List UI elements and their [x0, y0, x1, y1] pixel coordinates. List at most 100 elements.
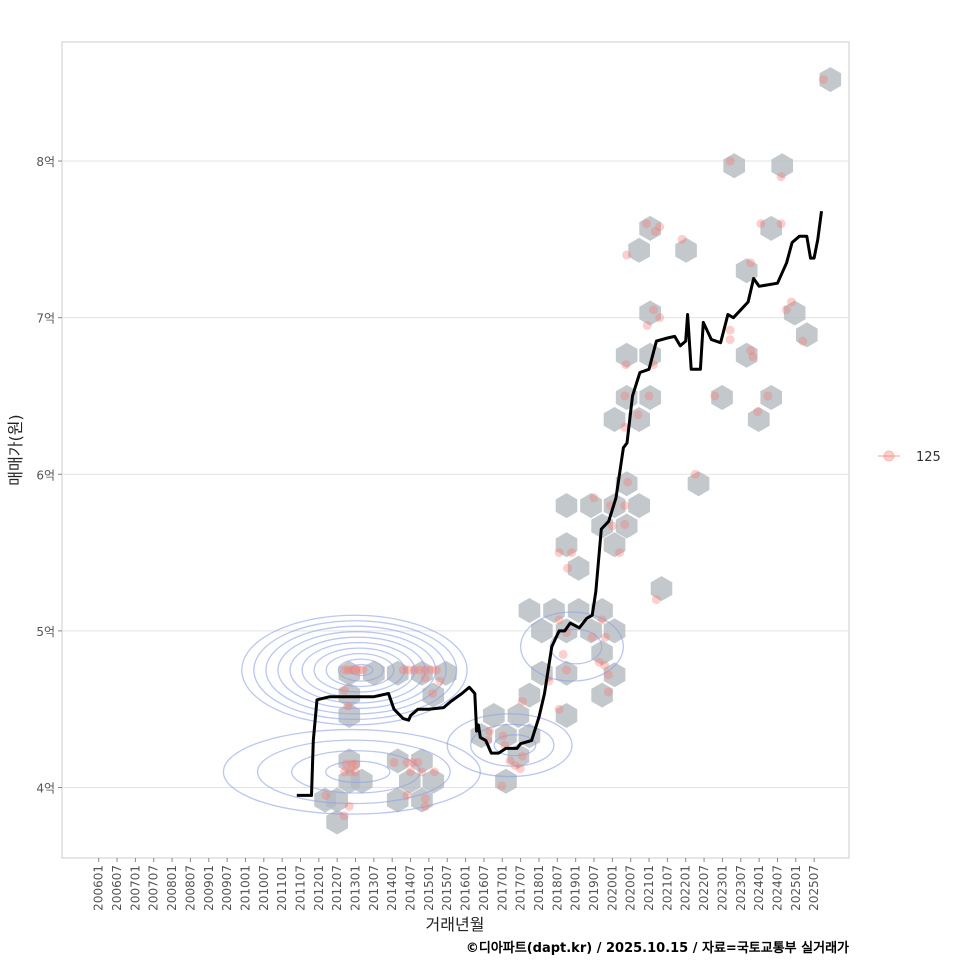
- hexbin: [628, 493, 650, 519]
- data-point: [554, 615, 564, 625]
- x-tick-label: 200601: [92, 865, 106, 911]
- hexbin: [603, 662, 626, 688]
- data-point: [345, 767, 355, 777]
- data-point: [426, 665, 436, 675]
- hexbin: [796, 322, 818, 348]
- data-point: [341, 759, 351, 769]
- data-point: [420, 793, 430, 803]
- hexbin: [615, 471, 638, 497]
- data-point: [517, 751, 527, 761]
- x-tick-label: 201907: [587, 865, 601, 911]
- x-tick-label: 202301: [715, 865, 729, 911]
- hexbin: [628, 237, 650, 263]
- density-contour: [325, 760, 391, 784]
- data-point: [622, 250, 632, 260]
- data-point: [756, 219, 766, 229]
- x-tick-label: 201501: [422, 865, 436, 911]
- hexbin: [615, 342, 638, 368]
- moving-average-line: [296, 211, 823, 797]
- data-point: [603, 670, 613, 680]
- data-point: [563, 563, 573, 573]
- hexbin: [687, 471, 710, 497]
- x-tick-label: 201307: [367, 865, 381, 911]
- x-tick-label: 202501: [789, 865, 803, 911]
- data-point: [594, 657, 604, 667]
- data-point: [505, 756, 515, 766]
- density-contour: [470, 723, 555, 767]
- data-point: [404, 665, 414, 675]
- data-point: [655, 222, 665, 232]
- data-point: [600, 660, 610, 670]
- density-contour: [265, 625, 447, 715]
- hexbin: [411, 660, 433, 686]
- data-point: [620, 519, 630, 529]
- legend-point-icon: [883, 450, 895, 462]
- x-tick-label: 202001: [605, 865, 619, 911]
- density-contour: [337, 658, 384, 682]
- density-contour: [241, 614, 468, 726]
- hexbin: [326, 809, 348, 835]
- hexbin: [639, 300, 661, 326]
- data-point: [554, 548, 564, 558]
- x-tick-label: 201707: [514, 865, 528, 911]
- data-point: [343, 665, 353, 675]
- x-tick-label: 201007: [257, 865, 271, 911]
- x-tick-label: 201201: [312, 865, 326, 911]
- hexbin: [350, 768, 373, 794]
- data-point: [351, 665, 361, 675]
- data-point: [497, 781, 507, 791]
- legend: 125: [878, 450, 941, 465]
- data-point: [725, 325, 735, 335]
- x-tick-label: 201801: [532, 865, 546, 911]
- data-point: [776, 172, 786, 182]
- x-tick-label: 200701: [128, 865, 142, 911]
- data-point: [655, 313, 665, 323]
- x-tick-label: 202107: [660, 865, 674, 911]
- hexbin: [567, 555, 590, 581]
- data-point: [753, 407, 763, 417]
- data-point: [642, 320, 652, 330]
- points-layer: [321, 75, 828, 821]
- data-point: [402, 757, 412, 767]
- data-point: [798, 336, 808, 346]
- data-point: [597, 615, 607, 625]
- data-point: [420, 665, 430, 675]
- data-point: [351, 767, 361, 777]
- data-point: [406, 767, 416, 777]
- data-point: [321, 790, 331, 800]
- legend-label: 125: [916, 450, 941, 465]
- x-tick-label: 201701: [495, 865, 509, 911]
- data-point: [561, 665, 571, 675]
- hexbin: [760, 385, 782, 410]
- hexbin: [567, 598, 590, 623]
- x-tick-label: 201901: [569, 865, 583, 911]
- y-tick-label: 4억: [36, 782, 55, 796]
- data-point: [607, 521, 617, 531]
- data-point: [417, 767, 427, 777]
- data-point: [517, 696, 527, 706]
- data-point: [600, 632, 610, 642]
- data-point: [746, 346, 756, 356]
- hexbin: [819, 67, 842, 93]
- data-point: [567, 548, 577, 558]
- data-point: [343, 701, 353, 711]
- y-axis: 4억 5억 6억 7억 8억: [36, 155, 62, 796]
- x-tick-label: 201401: [385, 865, 399, 911]
- density-contour: [289, 636, 426, 704]
- data-point: [641, 219, 651, 229]
- density-contour: [256, 739, 451, 805]
- data-point: [339, 811, 349, 821]
- data-point: [818, 75, 828, 85]
- x-tick-label: 202207: [697, 865, 711, 911]
- hexbin: [555, 660, 578, 686]
- data-point: [340, 665, 350, 675]
- hexbin: [555, 493, 578, 519]
- data-point: [781, 305, 791, 315]
- data-point: [615, 548, 625, 558]
- y-tick-label: 6억: [36, 468, 55, 482]
- density-contour: [349, 663, 374, 677]
- data-point: [650, 227, 660, 237]
- density-contour: [446, 713, 573, 778]
- data-point: [710, 391, 720, 401]
- hexbin: [675, 237, 697, 263]
